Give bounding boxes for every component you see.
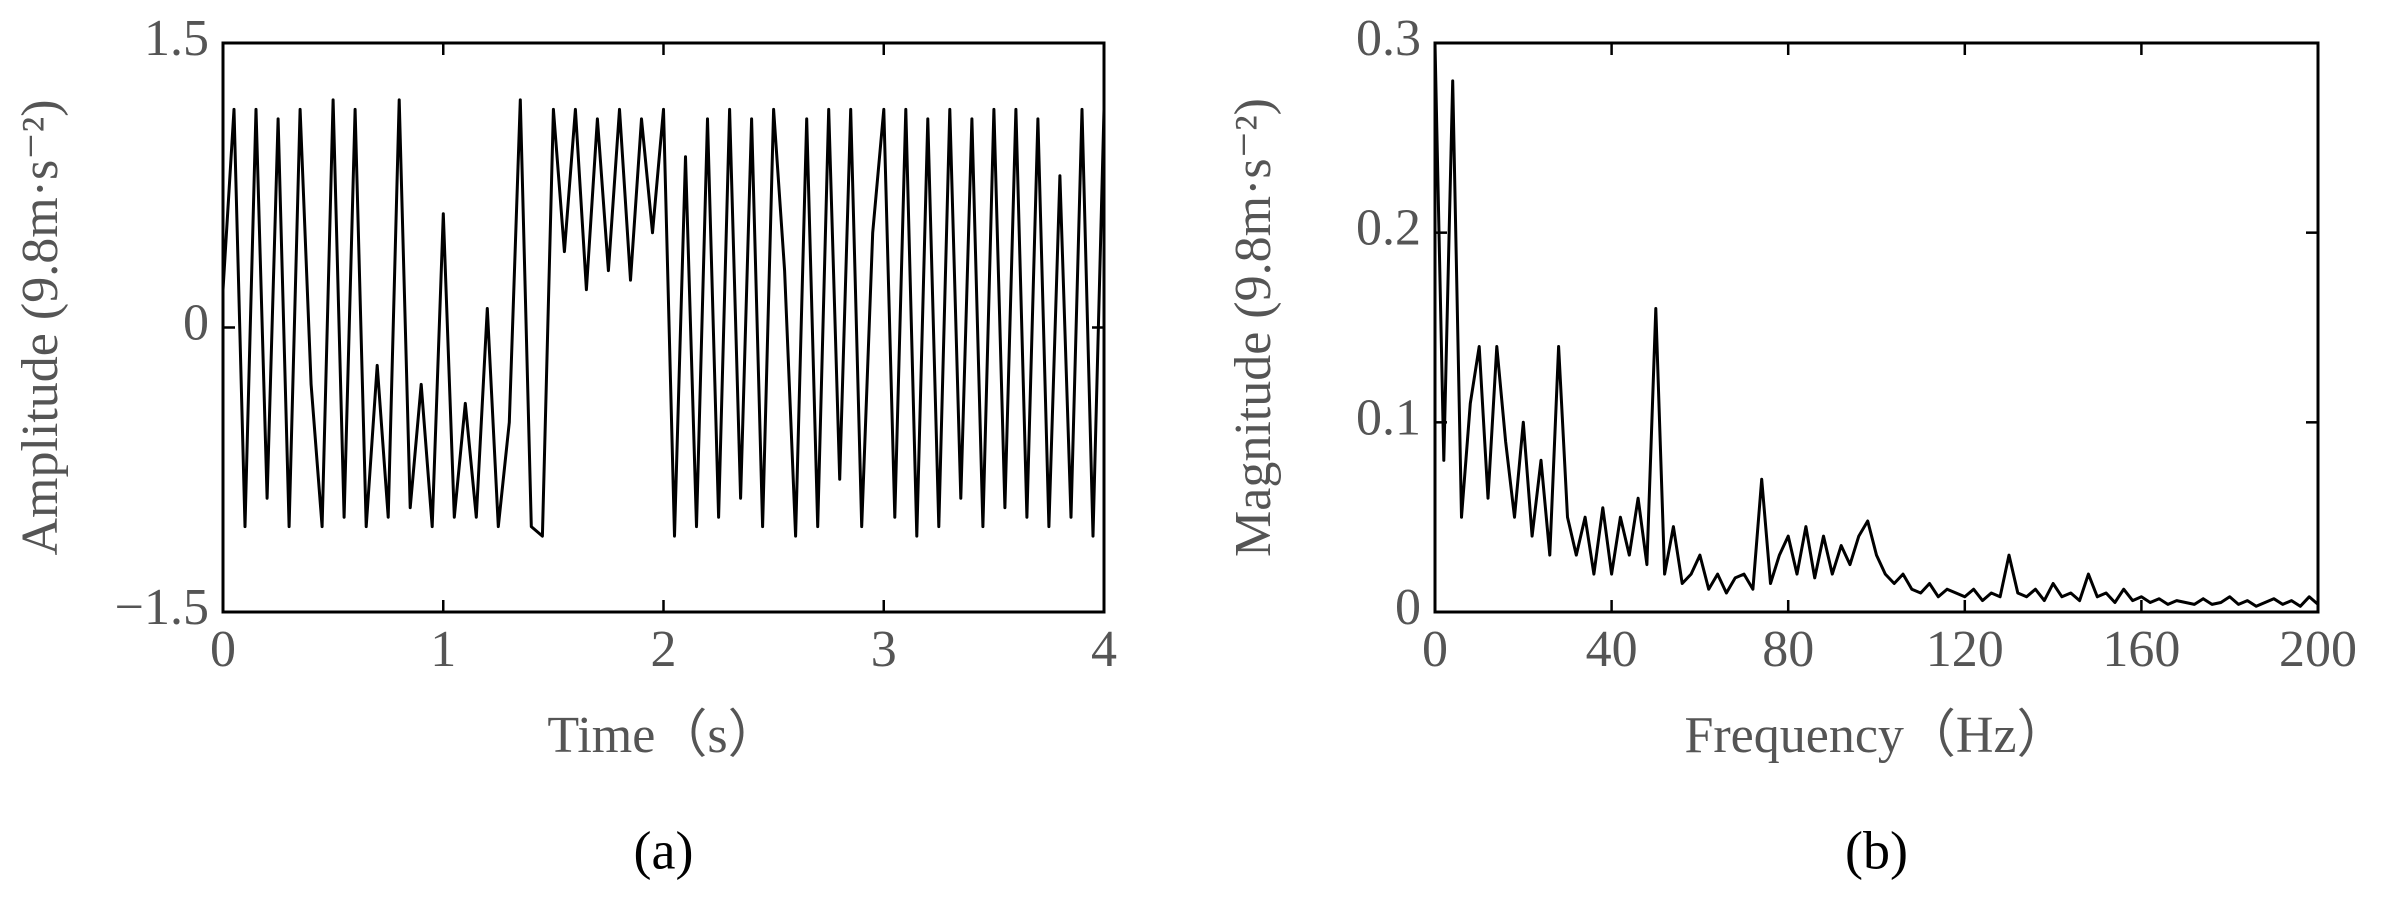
x-tick-label: 120 bbox=[1926, 621, 2004, 678]
y-tick-label: 0 bbox=[183, 294, 209, 351]
x-tick-label: 80 bbox=[1762, 621, 1814, 678]
x-tick-label: 200 bbox=[2279, 621, 2357, 678]
x-tick-label: 0 bbox=[210, 621, 236, 678]
x-tick-label: 0 bbox=[1422, 621, 1448, 678]
y-tick-label: 1.5 bbox=[144, 10, 209, 67]
y-tick-label: −1.5 bbox=[115, 579, 209, 636]
y-axis-label: Amplitude (9.8m·s⁻²) bbox=[12, 99, 69, 555]
y-axis-label: Magnitude (9.8m·s⁻²) bbox=[1225, 98, 1282, 557]
y-tick-label: 0.3 bbox=[1356, 10, 1421, 67]
y-tick-label: 0.2 bbox=[1356, 200, 1421, 257]
caption: (b) bbox=[1845, 820, 1908, 880]
x-tick-label: 160 bbox=[2102, 621, 2180, 678]
signal-line bbox=[1433, 42, 2319, 608]
y-tick-label: 0 bbox=[1395, 579, 1421, 636]
plot-frame bbox=[1433, 41, 2320, 614]
x-axis-label: Time（s） bbox=[547, 707, 779, 764]
y-tick-label: 0.1 bbox=[1356, 389, 1421, 446]
signal-line bbox=[221, 98, 1106, 538]
x-axis-label: Frequency（Hz） bbox=[1684, 707, 2068, 764]
caption: (a) bbox=[634, 820, 694, 880]
x-tick-label: 40 bbox=[1586, 621, 1638, 678]
x-tick-label: 1 bbox=[430, 621, 456, 678]
x-tick-label: 2 bbox=[651, 621, 677, 678]
x-tick-label: 3 bbox=[871, 621, 897, 678]
x-tick-label: 4 bbox=[1091, 621, 1117, 678]
